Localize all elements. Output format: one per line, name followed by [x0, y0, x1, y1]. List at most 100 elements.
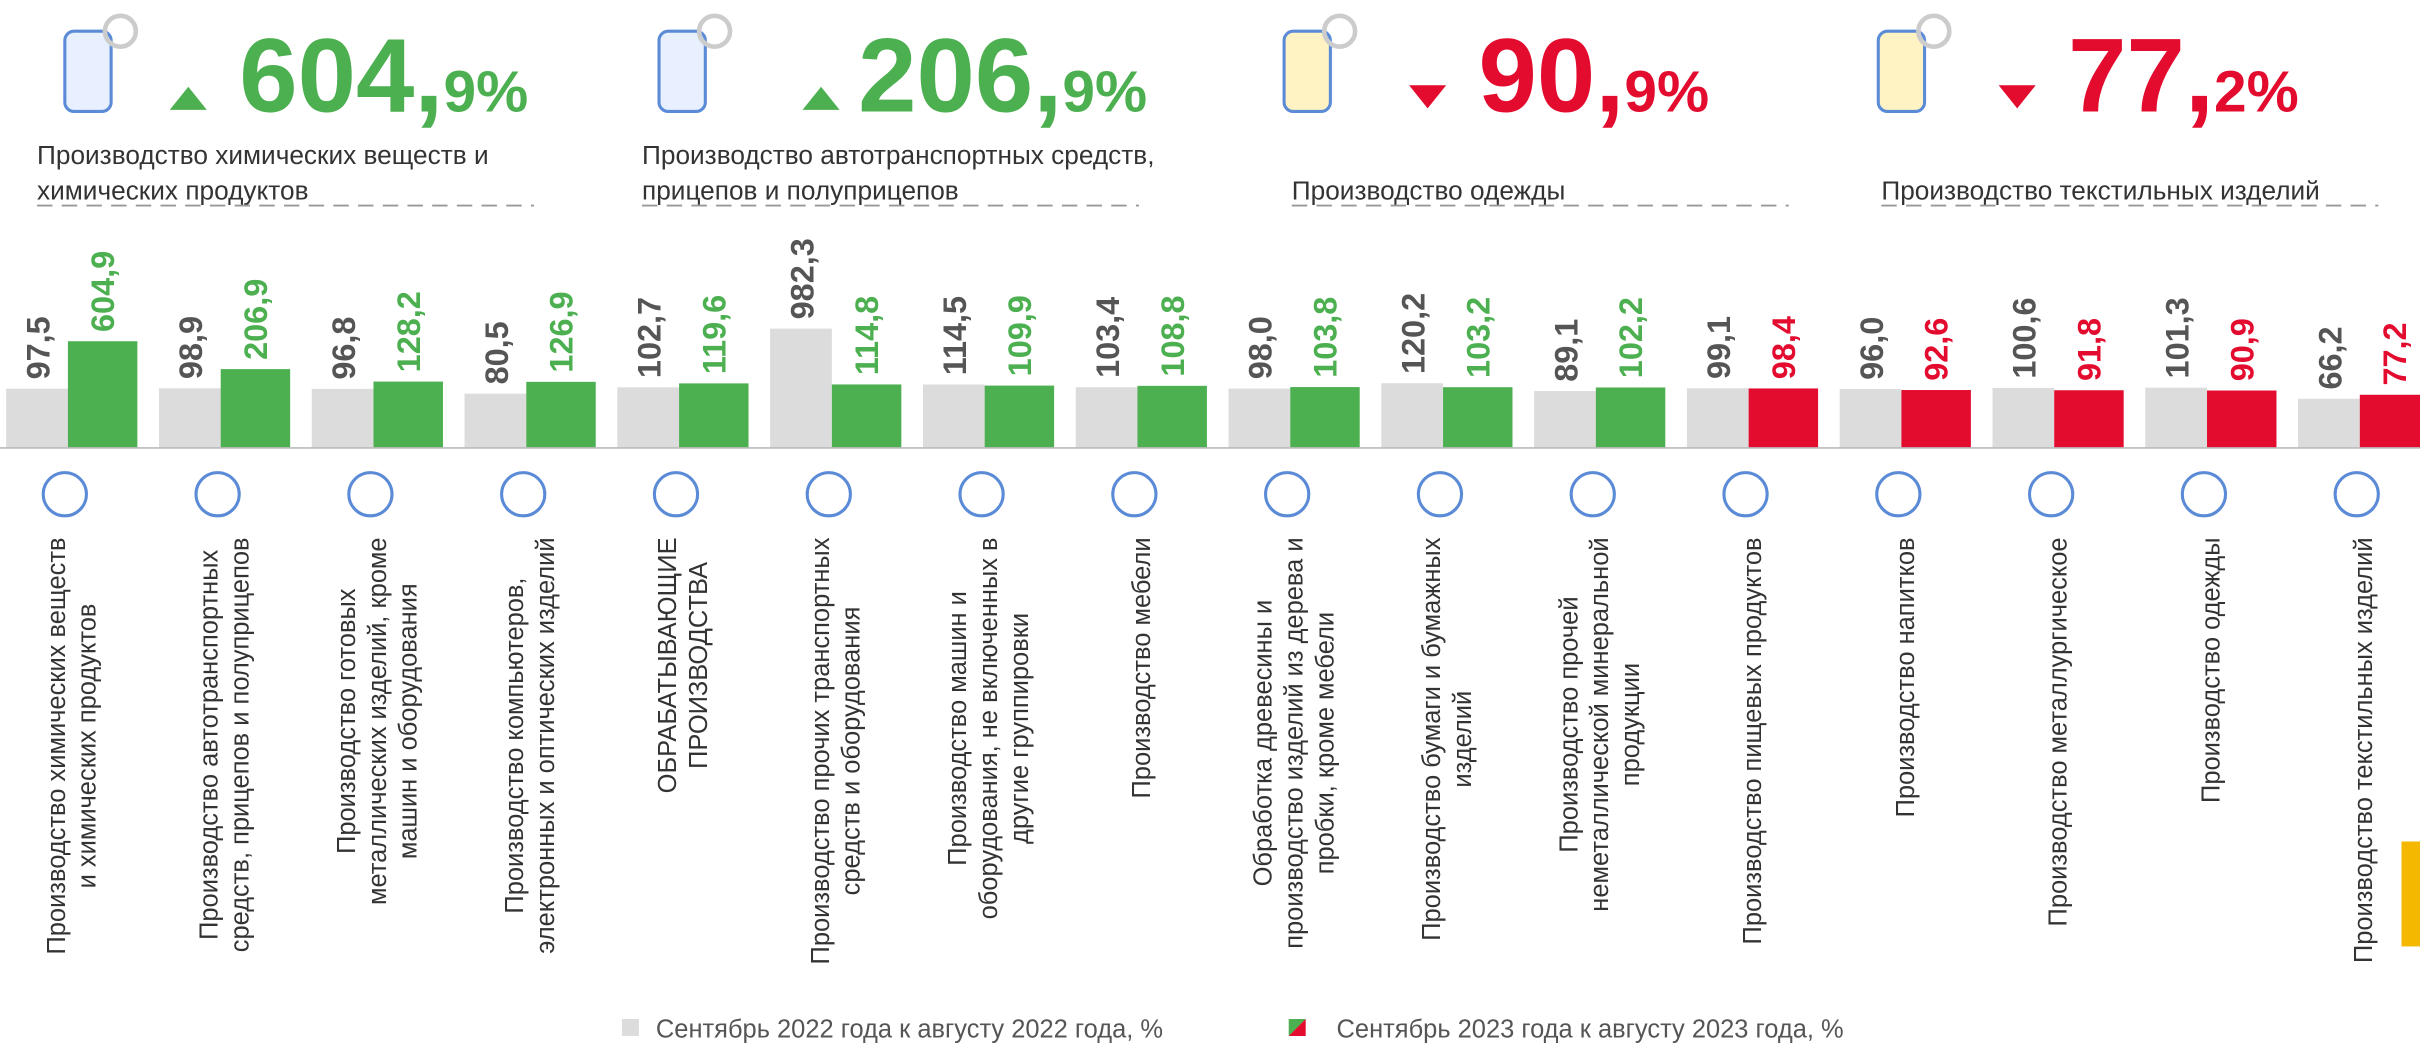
category-icon: [1569, 471, 1616, 518]
value-label: 114,8: [849, 296, 885, 375]
trend-arrow: [802, 86, 840, 110]
category-icon: [1722, 471, 1769, 518]
highlight-label: Производство химических веществ и: [37, 140, 489, 170]
icon-gear: [696, 13, 733, 49]
side-tab: [2401, 841, 2420, 947]
value-label: 96,8: [326, 317, 362, 380]
bar: [1075, 387, 1138, 448]
value-label: 100,6: [2007, 298, 2043, 379]
category-label: Производство мебели: [1128, 537, 1156, 798]
icon-gear: [1916, 13, 1952, 49]
value-label: 103,4: [1090, 297, 1126, 378]
trend-arrow: [169, 86, 207, 110]
bar: [1137, 385, 1207, 448]
category-label: Производство готовых металлических издели…: [333, 537, 423, 905]
value-label: 101,3: [2159, 297, 2195, 378]
bar: [67, 341, 138, 448]
value-label: 96,0: [1854, 317, 1890, 380]
value-label: 109,9: [1002, 295, 1038, 376]
bar: [2207, 390, 2277, 448]
value-label: 206,9: [238, 279, 274, 360]
legend-label: Сентябрь 2023 года к августу 2023 года, …: [1337, 1015, 1844, 1043]
bar: [984, 385, 1055, 448]
category-label: Производство прочей неметаллической минер…: [1555, 537, 1645, 911]
bar: [1381, 383, 1444, 448]
icon: [1282, 29, 1332, 114]
highlight-value: 77,2%: [2068, 17, 2299, 134]
value-label: 92,6: [1919, 318, 1955, 381]
bar: [464, 393, 527, 448]
bar: [1686, 388, 1749, 448]
category-label: Производство прочих транспортных средств …: [807, 537, 866, 964]
value-label: 90,9: [2224, 318, 2260, 381]
icon: [657, 29, 707, 114]
value-label: 98,4: [1766, 316, 1802, 379]
bar: [1901, 390, 1971, 448]
value-label: 97,5: [20, 316, 56, 379]
bar: [831, 384, 902, 448]
trend-arrow: [1409, 85, 1447, 109]
bar: [2298, 398, 2360, 448]
category-icon: [347, 471, 394, 518]
value-label: 80,5: [479, 321, 515, 384]
bar: [6, 388, 68, 448]
bar: [1228, 388, 1291, 448]
icon-gear: [1321, 13, 1358, 49]
category-icon: [500, 471, 547, 518]
category-icon: [1111, 471, 1158, 518]
bar: [373, 381, 443, 448]
category-label: Производство химических веществ и химичес…: [43, 537, 102, 954]
category-icon: [2027, 471, 2075, 518]
value-label: 114,5: [937, 296, 973, 375]
value-label: 102,2: [1613, 297, 1649, 378]
bar: [2359, 394, 2420, 448]
bar: [1290, 387, 1360, 448]
value-label: 120,2: [1396, 293, 1432, 374]
highlight-label: прицепов и полуприцепов: [642, 175, 959, 205]
bar: [617, 387, 680, 448]
value-label: 77,2: [2377, 322, 2413, 385]
icon: [63, 29, 113, 114]
category-icon: [1416, 471, 1464, 518]
category-icon: [1875, 471, 1922, 518]
bar: [526, 381, 596, 448]
value-label: 102,7: [632, 297, 668, 378]
category-icon: [652, 471, 700, 518]
category-icon: [1264, 471, 1311, 518]
bar: [311, 388, 374, 448]
category-icon: [194, 471, 241, 518]
value-label: 126,9: [544, 291, 580, 372]
value-label: 982,3: [784, 238, 820, 319]
value-label: 103,8: [1308, 297, 1344, 378]
highlight-label: Производство одежды: [1292, 175, 1566, 205]
highlight-label: химических продуктов: [37, 175, 308, 205]
bar: [220, 369, 291, 448]
category-label: Производство напитков: [1892, 537, 1920, 817]
category-label: Производство бумаги и бумажных изделий: [1418, 537, 1477, 940]
trend-arrow: [1998, 85, 2036, 109]
value-label: 119,6: [696, 295, 732, 374]
bar: [1839, 389, 1902, 448]
value-label: 108,8: [1155, 295, 1191, 376]
bar: [158, 388, 221, 448]
bar: [1992, 387, 2055, 448]
value-label: 91,8: [2072, 318, 2108, 381]
highlight-value: 90,9%: [1479, 17, 1710, 134]
icon: [1876, 29, 1927, 114]
category-label: Обработка древесины и производство издели…: [1250, 537, 1340, 948]
highlight-value: 206,9%: [858, 17, 1147, 134]
value-label: 99,1: [1701, 316, 1737, 379]
category-icon: [2180, 471, 2228, 518]
category-label: Производство машин и оборудования, не вкл…: [944, 537, 1034, 919]
category-label: Производство текстильных изделий: [2350, 537, 2378, 963]
legend-label: Сентябрь 2022 года к августу 2022 года, …: [656, 1015, 1163, 1043]
category-label: Производство одежды: [2197, 537, 2225, 803]
category-icon: [2333, 471, 2380, 518]
highlight-value: 604,9%: [239, 17, 528, 134]
highlight-label: Производство текстильных изделий: [1881, 175, 2319, 205]
value-label: 604,9: [85, 251, 121, 332]
category-icon: [805, 471, 852, 518]
category-label: Производство металлургическое: [2045, 537, 2073, 926]
value-label: 103,2: [1460, 297, 1496, 378]
